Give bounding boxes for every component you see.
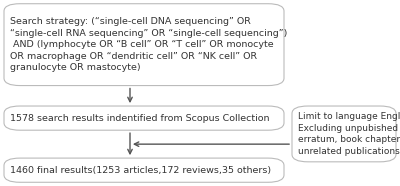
FancyBboxPatch shape <box>292 106 396 162</box>
Text: Search strategy: (“single-cell DNA sequencing” OR
“single-cell RNA sequencing” O: Search strategy: (“single-cell DNA seque… <box>10 17 287 72</box>
FancyBboxPatch shape <box>4 158 284 182</box>
FancyBboxPatch shape <box>4 106 284 130</box>
FancyBboxPatch shape <box>4 4 284 86</box>
Text: 1460 final results(1253 articles,172 reviews,35 others): 1460 final results(1253 articles,172 rev… <box>10 166 271 175</box>
Text: 1578 search results indentified from Scopus Collection: 1578 search results indentified from Sco… <box>10 114 270 123</box>
Text: Limit to language English,
Excluding unpubished articles,
erratum, book chapters: Limit to language English, Excluding unp… <box>298 112 400 156</box>
